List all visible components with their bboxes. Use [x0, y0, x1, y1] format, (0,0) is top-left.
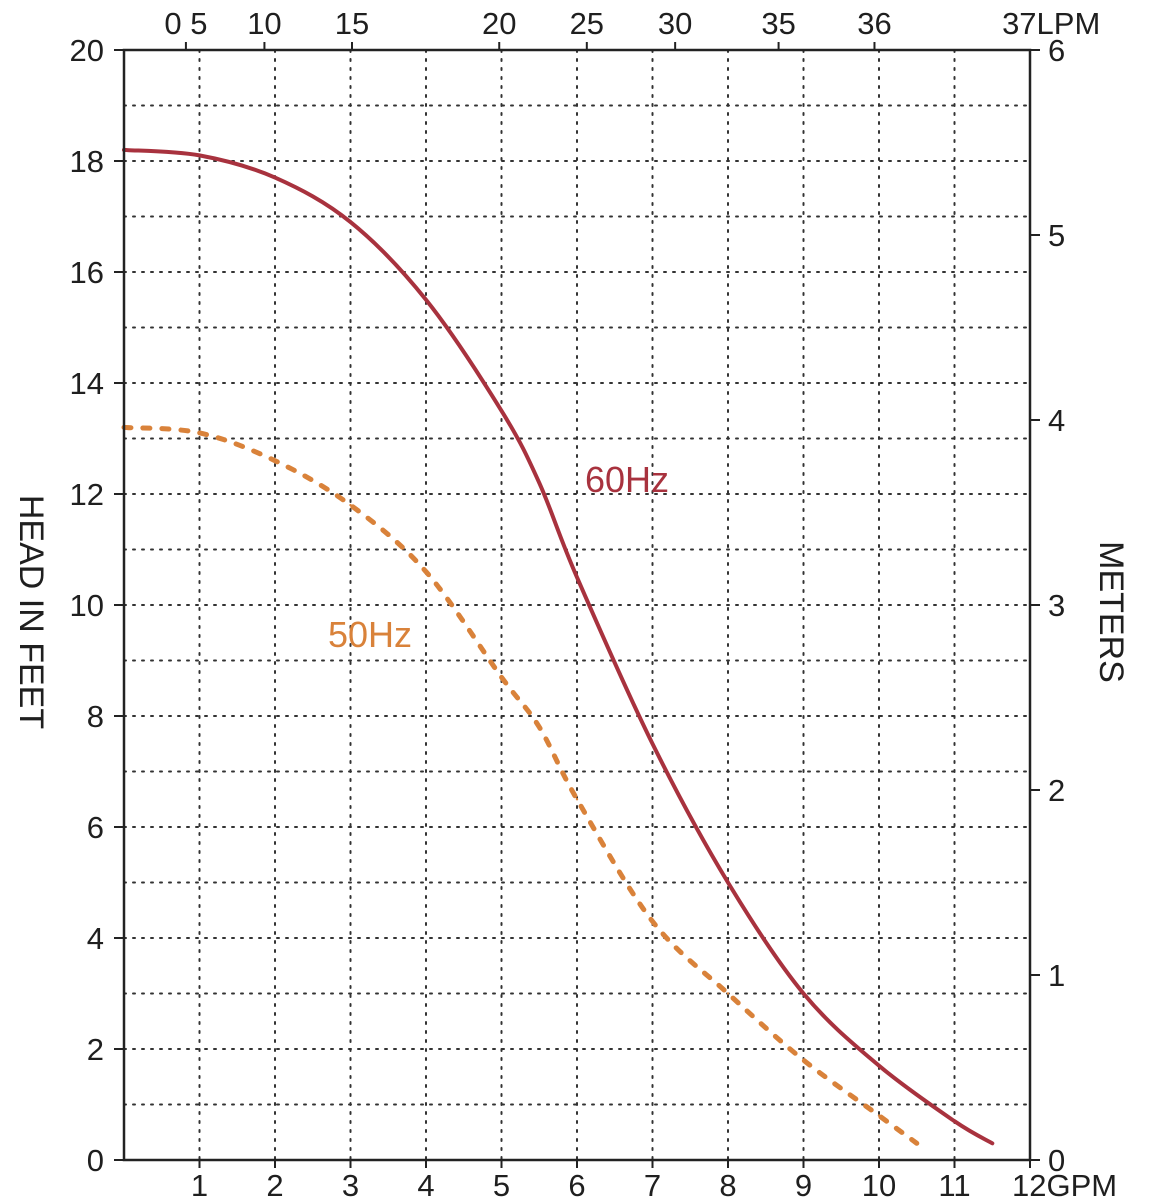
y-left-tick-label: 20 — [70, 33, 104, 68]
x-bottom-tick-label: 6 — [568, 1168, 585, 1200]
x-top-tick-label: 36 — [857, 6, 891, 41]
x-bottom-tick-label: 12GPM — [1012, 1168, 1117, 1200]
x-top-tick-label: 20 — [482, 6, 516, 41]
x-bottom-tick-label: 4 — [417, 1168, 434, 1200]
y-left-tick-label: 6 — [87, 810, 104, 845]
grid — [123, 49, 1031, 1161]
plot-frame — [122, 48, 1032, 1162]
y-left-tick-label: 14 — [70, 366, 104, 401]
y-left-tick-label: 18 — [70, 144, 104, 179]
series-label-50hz: 50Hz — [328, 614, 412, 655]
data-point-60hz — [726, 881, 730, 884]
x-bottom-tick-label: 2 — [266, 1168, 283, 1200]
data-point-50hz — [915, 1142, 918, 1145]
y-left-tick-label: 4 — [87, 921, 104, 956]
data-point-50hz — [500, 675, 503, 679]
data-point-60hz — [538, 481, 541, 485]
x-top-tick-label: 0 5 — [164, 6, 207, 41]
x-bottom-tick-labels: 1 2 3 4 5 6 7 8 9 10 11 12GPM — [191, 1160, 1117, 1200]
data-point-60hz — [424, 298, 428, 301]
y-right-tick-label: 6 — [1048, 33, 1065, 68]
data-point-50hz — [198, 431, 201, 435]
x-top-tick-label: 15 — [335, 6, 369, 41]
data-point-60hz — [273, 176, 277, 179]
data-point-50hz — [538, 725, 541, 729]
data-point-60hz — [651, 742, 654, 745]
series-layer — [121, 147, 995, 1146]
x-top-tick-label: 10 — [247, 6, 281, 41]
x-bottom-tick-label: 1 — [191, 1168, 208, 1200]
data-point-50hz — [802, 1058, 805, 1062]
y-right-tick-label: 4 — [1048, 403, 1065, 438]
x-top-tick-labels: 0 5 10 15 20 25 30 35 36 37LPM — [164, 6, 1100, 50]
y-left-tick-label: 0 — [87, 1143, 104, 1178]
y-right-tick-label: 2 — [1048, 773, 1065, 808]
y-left-tick-label: 2 — [87, 1032, 104, 1067]
data-point-60hz — [349, 220, 352, 224]
x-top-tick-label: 30 — [658, 6, 692, 41]
data-point-50hz — [877, 1114, 881, 1117]
y-left-tick-label: 8 — [87, 699, 104, 734]
x-top-tick-label: 35 — [761, 6, 795, 41]
y-left-tick-label: 12 — [70, 477, 104, 512]
y-left-tick-label: 10 — [70, 588, 104, 623]
data-point-50hz — [273, 459, 277, 462]
series-label-60hz: 60Hz — [585, 459, 669, 500]
x-bottom-tick-label: 7 — [644, 1168, 661, 1200]
x-bottom-tick-label: 3 — [342, 1168, 359, 1200]
y-left-tick-label: 16 — [70, 255, 104, 290]
x-top-tick-label: 25 — [570, 6, 604, 41]
y-right-tick-label: 1 — [1048, 958, 1065, 993]
x-bottom-tick-label: 8 — [719, 1168, 736, 1200]
data-point-60hz — [575, 576, 579, 579]
x-bottom-tick-label: 11 — [938, 1168, 970, 1200]
data-point-60hz — [953, 1119, 956, 1123]
x-top-tick-label: 37LPM — [1002, 6, 1100, 41]
x-bottom-tick-label: 9 — [795, 1168, 812, 1200]
data-point-50hz — [575, 798, 579, 801]
data-point-60hz — [198, 154, 201, 157]
series-line-50hz — [121, 424, 920, 1146]
data-point-60hz — [500, 409, 503, 412]
y-right-tick-labels: 0 1 2 3 4 5 6 — [1030, 33, 1065, 1178]
data-point-50hz — [651, 920, 654, 923]
x-bottom-tick-label: 10 — [862, 1168, 896, 1200]
x-bottom-tick-label: 5 — [493, 1168, 510, 1200]
data-point-50hz — [424, 570, 428, 573]
data-point-50hz — [349, 503, 352, 507]
y-left-tick-labels: 0 2 4 6 8 10 12 14 16 18 20 — [70, 33, 124, 1178]
data-point-60hz — [802, 992, 805, 995]
y-right-tick-label: 5 — [1048, 218, 1065, 253]
y-left-axis-title: HEAD IN FEET — [12, 495, 50, 729]
data-point-60hz — [877, 1064, 881, 1067]
y-right-axis-title: METERS — [1092, 541, 1130, 683]
y-right-tick-label: 0 — [1048, 1143, 1065, 1178]
data-point-50hz — [726, 992, 730, 995]
y-right-tick-label: 3 — [1048, 588, 1065, 623]
data-point-60hz — [991, 1142, 994, 1145]
series-line-60hz — [122, 147, 995, 1146]
